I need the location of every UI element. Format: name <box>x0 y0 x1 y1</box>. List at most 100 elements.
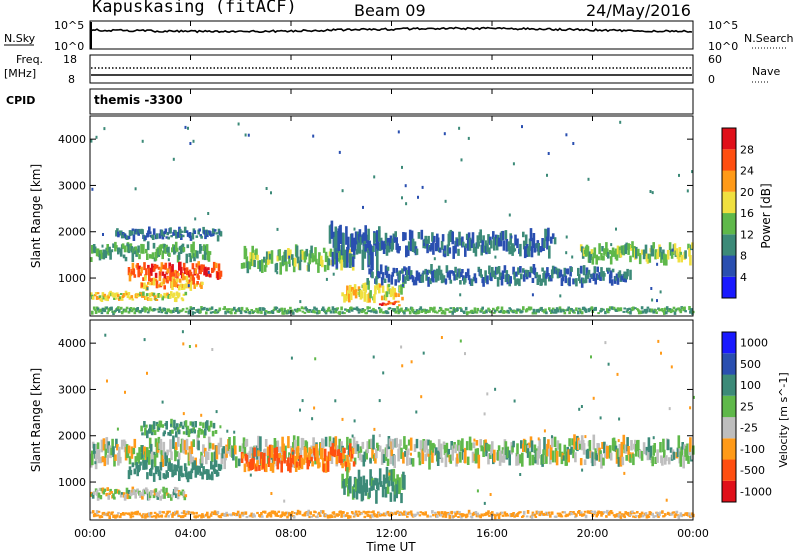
power-data-cell <box>175 247 179 252</box>
power-data-cell <box>92 306 96 310</box>
vel-data-cell <box>264 439 268 447</box>
power-data-cell <box>299 249 303 262</box>
vel-data-cell <box>356 444 360 452</box>
power-data-cell <box>408 229 412 241</box>
power-data-cell <box>296 256 300 264</box>
vel-data-cell <box>166 472 169 478</box>
vel-data-cell <box>157 492 161 498</box>
power-data-cell <box>263 265 267 272</box>
power-data-speckle <box>141 139 144 143</box>
vel-data-cell <box>96 495 100 501</box>
vel-data-cell <box>202 444 205 454</box>
power-data-cell <box>446 244 450 257</box>
power-data-cell <box>189 283 193 291</box>
power-data-cell <box>115 245 118 249</box>
vel-data-cell <box>281 455 284 461</box>
vel-data-cell <box>302 458 306 465</box>
vel-data-cell <box>173 419 176 429</box>
power-data-speckle <box>656 262 659 266</box>
power-data-cell <box>204 233 207 240</box>
power-data-cell <box>483 245 486 253</box>
vel-data-cell <box>418 453 422 466</box>
power-data-cell <box>180 297 184 300</box>
power-data-cell <box>128 272 132 282</box>
vel-data-cell <box>238 445 242 452</box>
power-data-cell <box>350 308 354 312</box>
colorbar-segment <box>722 353 736 375</box>
colorbar-tick-label: 1000 <box>740 337 768 350</box>
power-data-cell <box>400 284 403 295</box>
power-data-cell <box>136 307 139 311</box>
colorbar-tick-label: 500 <box>740 358 761 371</box>
vel-data-cell <box>573 512 576 515</box>
vel-data-speckle <box>143 338 146 342</box>
vel-data-cell <box>440 457 444 463</box>
vel-data-cell <box>128 466 132 471</box>
vel-data-cell <box>244 511 248 515</box>
power-data-cell <box>90 292 93 297</box>
power-data-cell <box>403 311 406 315</box>
power-data-cell <box>384 232 388 244</box>
power-data-cell <box>551 265 555 275</box>
power-data-cell <box>143 295 146 298</box>
power-data-cell <box>507 311 511 314</box>
vel-data-cell <box>145 488 149 495</box>
power-data-cell <box>161 271 165 276</box>
power-data-cell <box>567 306 570 310</box>
vel-data-cell <box>583 510 587 513</box>
vel-data-cell <box>408 457 412 465</box>
power-data-cell <box>150 268 153 276</box>
vel-data-cell <box>538 438 541 454</box>
vel-data-cell <box>542 449 545 464</box>
power-data-cell <box>315 307 318 311</box>
power-data-cell <box>665 254 668 266</box>
power-data-cell <box>493 237 496 251</box>
power-data-cell <box>570 308 573 310</box>
vel-data-cell <box>277 453 281 463</box>
power-data-cell <box>153 308 157 311</box>
vel-data-cell <box>219 516 223 519</box>
colorbar-tick-label: 100 <box>740 379 761 392</box>
date-title: 24/May/2016 <box>586 1 691 20</box>
power-data-cell <box>360 291 364 299</box>
vel-data-cell <box>352 489 356 498</box>
vel-data-cell <box>625 455 628 461</box>
power-data-cell <box>148 292 152 298</box>
power-data-cell <box>504 230 508 240</box>
vel-data-cell <box>209 420 213 428</box>
power-data-cell <box>448 270 452 280</box>
power-data-cell <box>492 231 495 240</box>
vel-data-cell <box>397 448 400 462</box>
power-data-cell <box>203 230 206 235</box>
power-data-cell <box>152 242 156 249</box>
power-data-cell <box>472 243 476 253</box>
power-data-cell <box>171 247 174 253</box>
power-data-cell <box>509 308 512 312</box>
power-data-cell <box>444 308 448 311</box>
vel-data-cell <box>187 511 191 515</box>
vel-data-cell <box>373 513 376 516</box>
vel-data-cell <box>381 485 385 498</box>
power-data-cell <box>503 265 507 273</box>
power-data-cell <box>349 306 353 311</box>
power-data-cell <box>101 292 105 297</box>
power-data-cell <box>448 247 452 254</box>
power-data-cell <box>157 293 161 298</box>
vel-data-cell <box>191 421 195 427</box>
vel-data-cell <box>142 460 145 470</box>
vel-data-cell <box>480 445 483 452</box>
power-data-cell <box>132 234 136 241</box>
power-data-speckle <box>212 233 215 237</box>
power-data-speckle <box>565 235 568 239</box>
vel-data-cell <box>337 449 340 454</box>
power-data-cell <box>563 267 567 277</box>
power-data-cell <box>372 245 375 252</box>
power-data-cell <box>180 234 183 240</box>
vel-data-cell <box>654 515 657 518</box>
vel-data-speckle <box>341 417 344 421</box>
power-data-cell <box>626 268 629 277</box>
vel-data-speckle <box>290 356 293 360</box>
power-data-speckle <box>443 132 446 136</box>
vel-data-cell <box>117 512 120 515</box>
power-data-cell <box>119 293 123 295</box>
